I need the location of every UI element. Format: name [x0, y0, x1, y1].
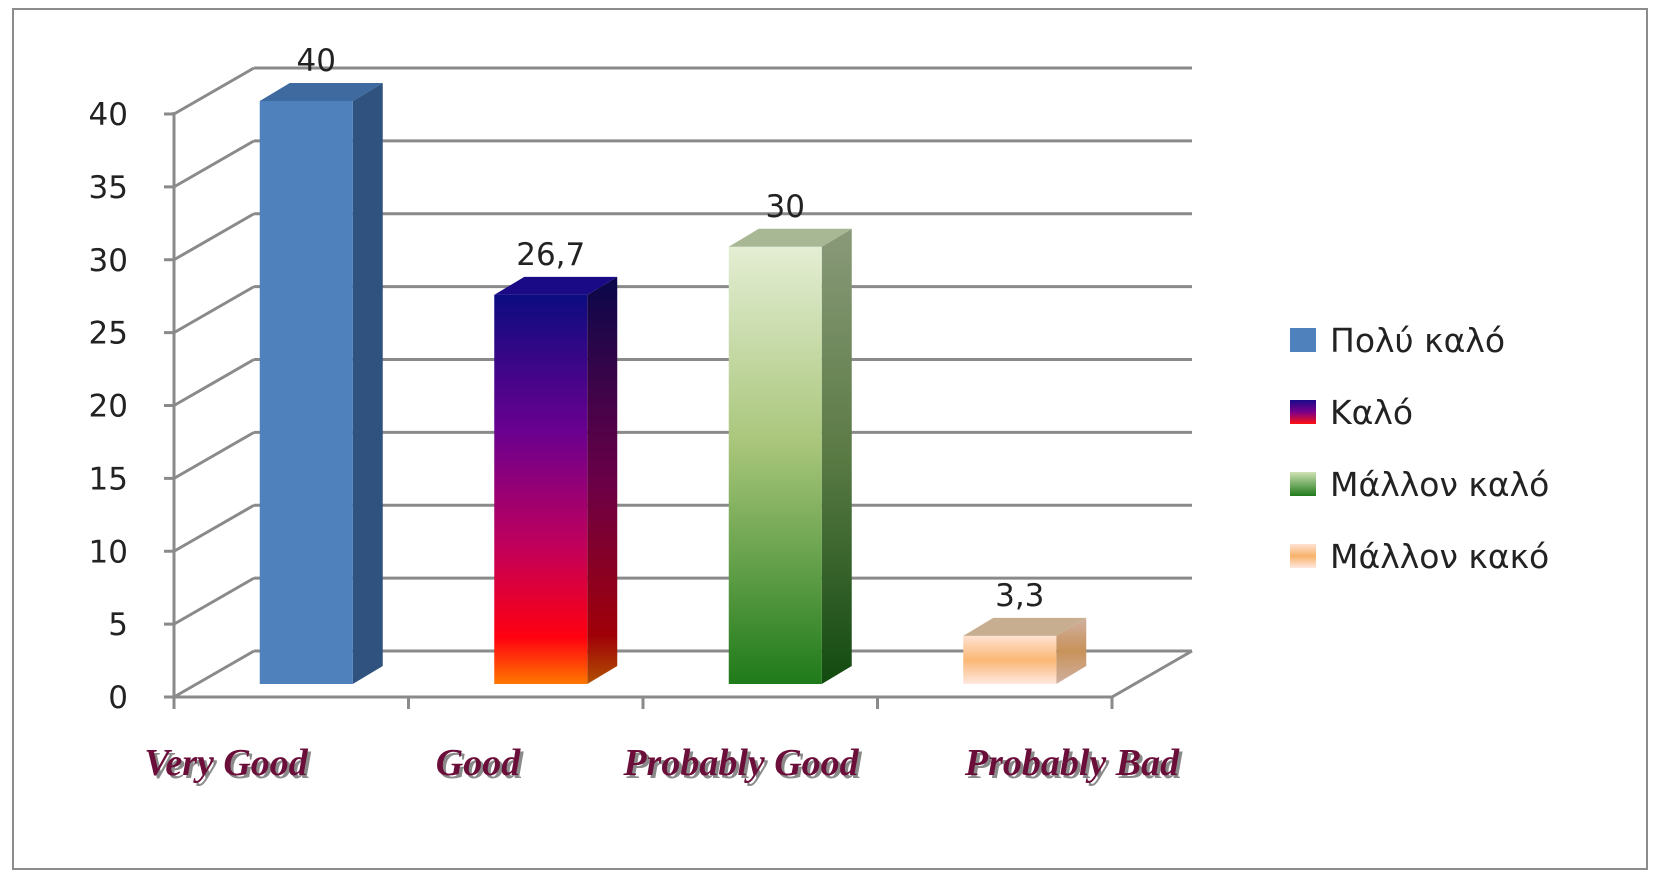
- bar-side: [1056, 617, 1087, 684]
- category-label: Very Good: [144, 742, 309, 784]
- bar-top: [963, 617, 1087, 636]
- y-tick-label: 35: [89, 170, 128, 206]
- side-gridline: [173, 66, 255, 116]
- legend-label: Μάλλον κακό: [1330, 537, 1549, 576]
- y-tick-label: 0: [108, 680, 128, 716]
- legend: Πολύ καλό Καλό Μάλλον καλό Μάλλον κακό: [1290, 321, 1549, 576]
- legend-label: Μάλλον καλό: [1330, 465, 1549, 504]
- legend-swatch: [1290, 472, 1316, 496]
- category-label: Good: [436, 742, 521, 784]
- y-tick-label: 10: [89, 534, 128, 570]
- legend-swatch: [1290, 400, 1316, 424]
- bar-top: [728, 228, 852, 247]
- bar: [963, 635, 1057, 684]
- category-label: Probably Good: [622, 742, 859, 784]
- y-tick-label: 40: [89, 97, 128, 133]
- legend-swatch: [1290, 328, 1316, 352]
- side-gridline: [173, 285, 255, 334]
- side-gridline: [173, 649, 255, 699]
- data-label: 40: [297, 43, 336, 79]
- category-label-shadow: Very Good: [147, 745, 312, 787]
- floor-edge: [1111, 649, 1193, 699]
- y-tick-label: 5: [108, 607, 128, 643]
- legend-label: Καλό: [1330, 393, 1413, 432]
- category-label: Probably Bad: [964, 742, 1180, 784]
- data-labels: 40 26,7 30 3,3: [297, 43, 1045, 614]
- y-tick-label: 15: [89, 461, 128, 497]
- bar-top: [259, 83, 383, 101]
- side-gridline: [173, 139, 255, 189]
- legend-swatch: [1290, 544, 1316, 568]
- y-tick-label: 25: [89, 316, 128, 352]
- side-gridline: [173, 576, 255, 626]
- y-tick-label: 30: [89, 243, 128, 279]
- legend-label: Πολύ καλό: [1330, 321, 1505, 360]
- y-tick-label: 20: [89, 389, 128, 425]
- data-label: 26,7: [516, 237, 585, 273]
- data-label: 3,3: [995, 578, 1044, 614]
- bar-side: [821, 228, 852, 684]
- bar: [259, 101, 353, 684]
- data-label: 30: [766, 189, 805, 225]
- category-label-shadow: Probably Good: [625, 745, 862, 787]
- category-label-shadow: Good: [439, 745, 524, 787]
- axes: 0 5 10 15 20 25 30 35 40: [89, 97, 1114, 716]
- bar-top: [494, 276, 618, 295]
- bar: [494, 294, 588, 684]
- bars: [259, 83, 1087, 684]
- bar-side: [352, 83, 383, 684]
- side-gridline: [173, 431, 255, 480]
- side-gridline: [173, 212, 255, 262]
- side-gridline: [173, 358, 255, 407]
- bar-side: [587, 276, 618, 684]
- bar: [728, 246, 822, 684]
- category-label-shadow: Probably Bad: [967, 745, 1183, 787]
- side-gridline: [173, 503, 255, 553]
